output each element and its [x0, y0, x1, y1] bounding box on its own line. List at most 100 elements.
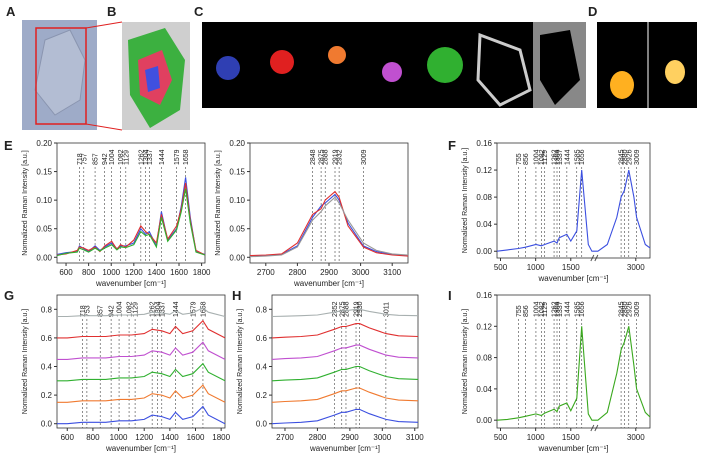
x-tick-label: 500 [494, 433, 508, 442]
x-tick-label: 1000 [527, 433, 545, 442]
y-tick-label: 0.00 [229, 253, 245, 262]
peak-label: 1004 [533, 149, 540, 165]
panel-label: G [4, 288, 14, 303]
y-tick-label: 0.00 [476, 416, 492, 425]
y-tick-label: 0.00 [36, 253, 52, 262]
peak-label: 1444 [564, 149, 571, 165]
peak-label: 1337 [159, 301, 166, 317]
spectrum [57, 319, 226, 339]
component-maps [202, 22, 586, 108]
peak-label: 1262 [138, 149, 145, 165]
spectrum [249, 190, 409, 257]
y-tick-label: 0.0 [41, 420, 53, 429]
spectrum [57, 384, 226, 403]
x-tick-label: 1500 [562, 263, 580, 272]
peak-label: 856 [523, 305, 530, 317]
connector [85, 21, 123, 29]
peak-label: 2932 [337, 149, 344, 165]
peak-label: 1129 [123, 150, 130, 165]
peak-label: 2852 [332, 301, 339, 317]
peak-label: 1004 [533, 301, 540, 317]
peak-label: 1304 [555, 301, 562, 317]
x-tick-label: 3000 [352, 268, 370, 277]
x-tick-label: 2800 [289, 268, 307, 277]
x-tick-label: 2900 [320, 268, 338, 277]
y-axis-title: Normalized Raman Intensity [a.u.] [22, 309, 29, 414]
y-tick-label: 0.08 [476, 354, 492, 363]
peak-label: 1082 [539, 301, 546, 317]
peak-label: 1585 [574, 301, 581, 317]
panel-label: B [107, 4, 116, 19]
y-tick-label: 0.2 [256, 391, 268, 400]
x-tick-label: 3000 [373, 433, 391, 442]
peak-label: 2919 [333, 149, 340, 165]
cluster-region [145, 66, 160, 92]
spectrum [496, 169, 651, 252]
peak-label: 2888 [343, 301, 350, 317]
panel-label: A [6, 4, 16, 19]
y-tick-label: 0.6 [256, 334, 268, 343]
x-tick-label: 3000 [627, 433, 645, 442]
x-tick-label: 1000 [102, 268, 120, 277]
y-tick-label: 0.10 [229, 196, 245, 205]
map-spot [427, 47, 463, 83]
peak-label: 1444 [173, 301, 180, 317]
x-tick-label: 800 [86, 433, 100, 442]
spectrum [271, 344, 419, 360]
spectrum [271, 323, 419, 339]
peak-label: 1262 [150, 301, 157, 317]
peak-label: 757 [81, 153, 88, 165]
peak-label: 3009 [634, 301, 641, 317]
x-tick-label: 1200 [125, 268, 143, 277]
peak-label: 2875 [339, 301, 346, 317]
x-tick-label: 2800 [309, 433, 327, 442]
map-spot [382, 62, 402, 82]
map-spot [476, 32, 532, 107]
peak-label: 1658 [183, 149, 190, 165]
peak-label: 1444 [564, 301, 571, 317]
y-tick-label: 0.4 [41, 363, 53, 372]
x-tick-label: 1400 [161, 433, 179, 442]
x-tick-label: 1200 [135, 433, 153, 442]
x-axis-title: wavenumber [cm⁻¹] [105, 444, 176, 453]
y-tick-label: 0.8 [256, 305, 268, 314]
map-spot [540, 30, 580, 105]
y-tick-label: 0.15 [36, 168, 52, 177]
peak-label: 1579 [190, 301, 197, 317]
x-tick-label: 1600 [187, 433, 205, 442]
x-axis-title: wavenumber [cm⁻¹] [95, 279, 166, 288]
x-tick-label: 1500 [562, 433, 580, 442]
y-axis-title: Normalized Raman Intensity [a.u.] [462, 309, 469, 414]
x-tick-label: 1000 [527, 263, 545, 272]
peak-label: 1082 [127, 301, 134, 317]
peak-label: 857 [98, 305, 105, 317]
spectrum [57, 307, 226, 318]
y-tick-label: 0.15 [229, 168, 245, 177]
y-tick-label: 0.0 [256, 420, 268, 429]
peak-label: 3009 [361, 149, 368, 165]
y-axis-title: Normalized Raman Intensity [a.u.] [215, 150, 222, 255]
peak-label: 1082 [539, 149, 546, 165]
y-tick-label: 0.20 [229, 139, 245, 148]
peak-label: 2875 [319, 149, 326, 165]
peak-label: 1585 [574, 149, 581, 165]
x-tick-label: 1600 [170, 268, 188, 277]
y-tick-label: 0.16 [476, 139, 492, 148]
y-tick-label: 0.05 [229, 225, 245, 234]
x-axis-title: wavenumber [cm⁻¹] [309, 444, 380, 453]
y-tick-label: 0.08 [476, 193, 492, 202]
roi [35, 27, 87, 125]
x-tick-label: 2900 [341, 433, 359, 442]
peak-label: 857 [93, 153, 100, 165]
plot-frame [56, 142, 206, 264]
spectrum [57, 362, 226, 382]
peak-label: 2888 [323, 149, 330, 165]
x-axis-title: wavenumber [cm⁻¹] [537, 274, 608, 283]
peak-label: 3009 [634, 149, 641, 165]
peak-label: 718 [77, 153, 84, 165]
peak-label: 753 [84, 305, 91, 317]
x-tick-label: 1800 [212, 433, 230, 442]
y-axis-title: Normalized Raman Intensity [a.u.] [22, 150, 29, 255]
peak-label: 1304 [155, 301, 162, 317]
